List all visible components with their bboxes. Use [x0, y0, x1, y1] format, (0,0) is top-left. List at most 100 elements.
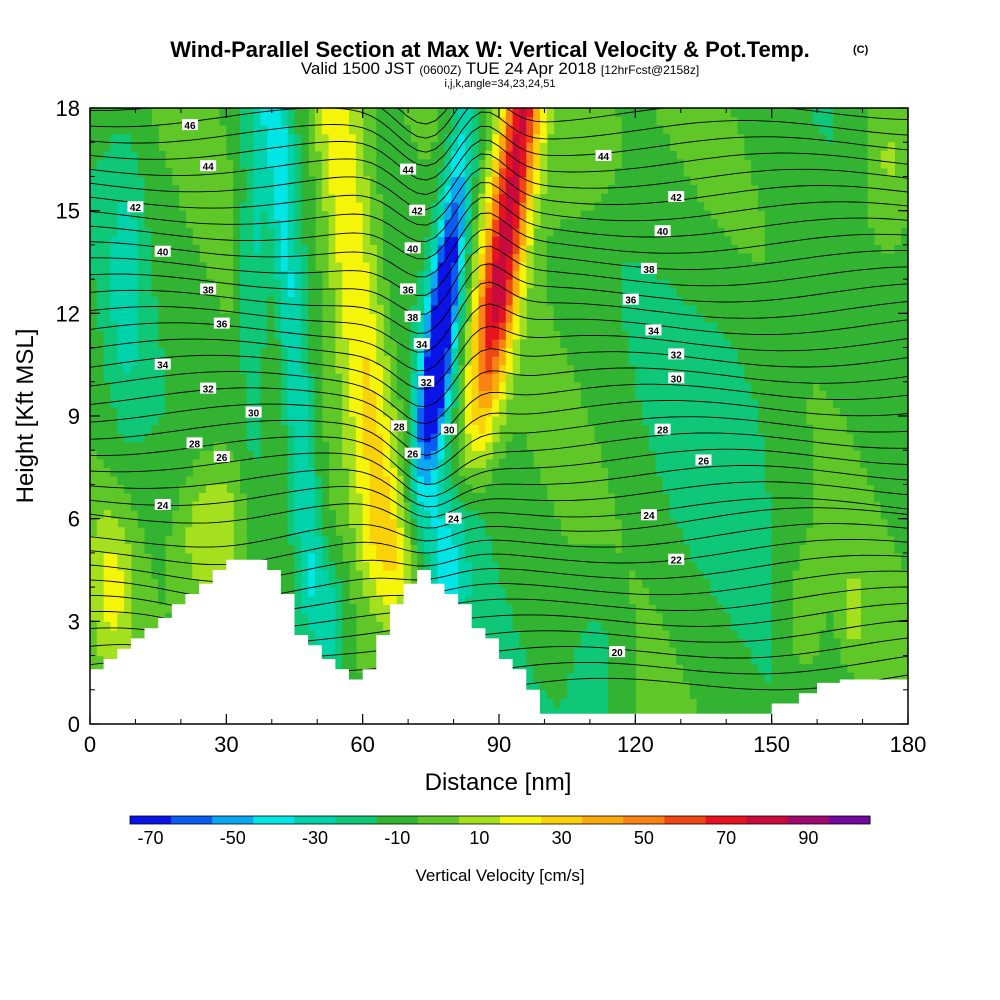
shading-cell: [308, 398, 316, 409]
shading-cell: [212, 535, 221, 545]
shading-cell: [587, 689, 596, 699]
shading-cell: [478, 210, 486, 220]
shading-cell: [369, 518, 377, 528]
shading-cell: [669, 433, 677, 443]
shading-cell: [512, 193, 521, 203]
shading-cell: [349, 664, 357, 674]
shading-cell: [628, 142, 636, 152]
shading-cell: [628, 433, 636, 443]
shading-cell: [314, 612, 323, 622]
shading-cell: [362, 467, 371, 477]
shading-cell: [662, 390, 671, 400]
shading-cell: [219, 552, 227, 563]
shading-cell: [505, 612, 514, 622]
shading-cell: [621, 621, 630, 631]
shading-cell: [642, 450, 650, 460]
shading-cell: [246, 227, 255, 237]
shading-cell: [594, 202, 602, 212]
shading-cell: [512, 287, 521, 297]
shading-cell: [328, 527, 336, 537]
shading-cell: [124, 270, 132, 280]
shading-cell: [505, 441, 514, 451]
shading-cell: [512, 578, 521, 588]
shading-cell: [485, 167, 493, 178]
shading-cell: [355, 142, 364, 152]
shading-cell: [478, 501, 486, 511]
shading-cell: [614, 416, 623, 426]
shading-cell: [110, 193, 118, 203]
shading-cell: [349, 433, 357, 443]
shading-cell: [560, 236, 568, 246]
shading-cell: [676, 407, 684, 417]
shading-cell: [417, 424, 425, 434]
shading-cell: [260, 150, 268, 160]
shading-cell: [321, 501, 330, 511]
shading-cell: [137, 304, 146, 314]
shading-cell: [274, 501, 282, 511]
shading-cell: [321, 493, 330, 503]
shading-cell: [294, 424, 302, 434]
shading-cell: [648, 467, 657, 477]
shading-cell: [124, 125, 132, 135]
shading-cell: [635, 193, 643, 203]
shading-cell: [96, 176, 105, 186]
shading-cell: [628, 424, 636, 434]
shading-cell: [328, 552, 336, 563]
shading-cell: [601, 647, 609, 657]
shading-cell: [430, 253, 439, 263]
shading-cell: [437, 116, 446, 126]
shading-cell: [90, 441, 98, 451]
shading-cell: [621, 706, 630, 717]
shading-cell: [185, 347, 193, 357]
shading-cell: [539, 133, 548, 143]
shading-cell: [451, 373, 459, 383]
shading-cell: [314, 142, 323, 152]
shading-cell: [260, 108, 268, 118]
shading-cell: [308, 612, 316, 622]
shading-cell: [499, 587, 507, 597]
shading-cell: [274, 441, 282, 451]
shading-cell: [308, 407, 316, 417]
shading-cell: [546, 287, 555, 297]
shading-cell: [164, 398, 173, 409]
shading-cell: [383, 621, 391, 631]
shading-cell: [505, 475, 514, 486]
shading-cell: [171, 398, 180, 409]
shading-cell: [567, 681, 575, 691]
shading-cell: [601, 219, 609, 229]
shading-cell: [458, 475, 466, 486]
shading-cell: [499, 296, 507, 306]
shading-cell: [396, 347, 405, 357]
shading-cell: [587, 552, 596, 563]
shading-cell: [328, 270, 336, 280]
shading-cell: [430, 544, 439, 554]
shading-cell: [608, 441, 616, 451]
shading-cell: [158, 193, 166, 203]
shading-cell: [103, 381, 112, 391]
shading-cell: [430, 518, 439, 528]
shading-cell: [478, 544, 486, 554]
shading-cell: [546, 501, 555, 511]
shading-cell: [287, 313, 296, 323]
shading-cell: [389, 321, 398, 332]
shading-cell: [192, 561, 200, 571]
shading-cell: [662, 185, 671, 195]
shading-cell: [117, 595, 125, 605]
shading-cell: [635, 202, 643, 212]
shading-cell: [328, 518, 336, 528]
shading-cell: [499, 116, 507, 126]
shading-cell: [444, 467, 452, 477]
shading-cell: [158, 227, 166, 237]
shading-cell: [130, 262, 139, 272]
shading-cell: [533, 493, 541, 503]
shading-cell: [628, 287, 636, 297]
shading-cell: [137, 416, 146, 426]
shading-cell: [451, 279, 459, 289]
shading-cell: [430, 407, 439, 417]
shading-cell: [424, 518, 432, 528]
shading-cell: [451, 578, 459, 588]
shading-cell: [655, 373, 664, 383]
shading-cell: [669, 595, 677, 605]
shading-cell: [110, 296, 118, 306]
shading-cell: [178, 270, 187, 280]
